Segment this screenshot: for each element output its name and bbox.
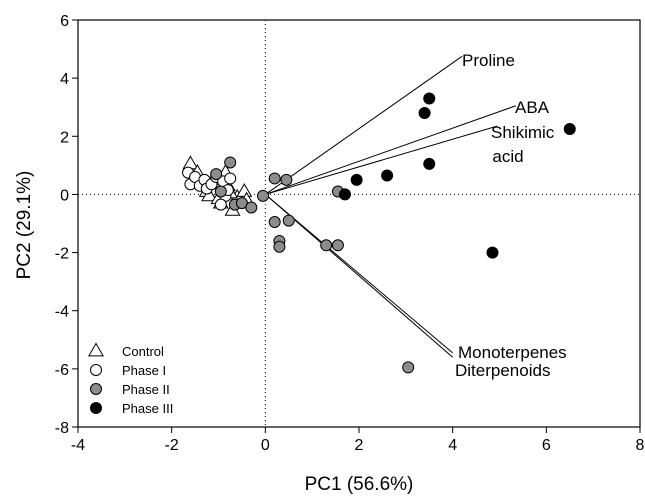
y-tick-label: -6 [55, 362, 69, 379]
point-phase-iii [423, 92, 436, 105]
point-phase-ii [268, 216, 281, 229]
vector-label: Proline [462, 51, 515, 70]
y-tick-label: -8 [55, 420, 69, 437]
point-phase-iii [350, 173, 363, 186]
y-tick-label: 6 [60, 13, 69, 30]
legend-label-phase-i: Phase I [122, 363, 166, 378]
x-tick-label: 4 [448, 437, 457, 454]
loading-vector [265, 194, 453, 358]
vector-labels: Proline ABA Shikimic acid MonoterpenesDiterp… [455, 51, 567, 380]
data-points [182, 92, 576, 374]
point-phase-ii [210, 168, 223, 181]
point-phase-iii [338, 188, 351, 201]
point-phase-ii [320, 239, 333, 252]
axes [72, 19, 641, 433]
y-tick-label: -4 [55, 304, 69, 321]
vector-label: Shikimic [491, 123, 555, 142]
legend-label-phase-ii: Phase II [122, 382, 170, 397]
point-phase-ii [331, 239, 344, 252]
vector-label: acid [492, 147, 523, 166]
point-phase-iii [563, 123, 576, 136]
tick-labels: -4 -2 0 2 4 6 8 -8 -6 -4 -2 0 2 4 6 [55, 13, 645, 454]
loading-vectors [265, 55, 517, 358]
loading-vector [265, 194, 453, 354]
legend-marker-phase-ii [90, 383, 102, 395]
x-axis-title: PC1 (56.6%) [305, 474, 414, 495]
point-phase-ii [224, 156, 237, 169]
point-phase-ii [268, 172, 281, 185]
point-phase-ii [282, 214, 295, 227]
legend-marker-control [88, 342, 104, 357]
legend-label-phase-iii: Phase III [122, 401, 173, 416]
vector-label: Diterpenoids [455, 361, 550, 380]
y-tick-label: 2 [60, 129, 69, 146]
point-phase-iii [418, 107, 431, 120]
point-phase-i [214, 198, 227, 211]
y-tick-label: -2 [55, 246, 69, 263]
x-tick-label: 2 [355, 437, 364, 454]
point-control [236, 183, 253, 197]
y-tick-label: 4 [60, 71, 69, 88]
point-phase-i [224, 172, 237, 185]
loading-vector [265, 105, 517, 195]
point-phase-ii [256, 189, 269, 202]
point-phase-iii [381, 169, 394, 182]
point-phase-ii [245, 201, 258, 214]
legend: Control Phase I Phase II Phase III [88, 342, 173, 416]
x-tick-label: 0 [261, 437, 270, 454]
x-tick-label: -2 [165, 437, 179, 454]
point-control [182, 155, 199, 170]
x-tick-label: 6 [542, 437, 551, 454]
point-phase-ii [273, 240, 286, 253]
vector-label: Monoterpenes [458, 343, 567, 362]
x-tick-label: 8 [636, 437, 645, 454]
legend-marker-phase-i [90, 364, 102, 376]
vector-label: ABA [515, 98, 550, 117]
loading-vector [265, 55, 463, 195]
point-phase-ii [280, 173, 293, 186]
y-tick-label: 0 [60, 187, 69, 204]
loading-vector [265, 125, 498, 195]
x-tick-label: -4 [71, 437, 85, 454]
point-phase-iii [423, 157, 436, 170]
point-phase-ii [214, 185, 227, 198]
point-control [201, 187, 218, 202]
point-phase-ii [402, 361, 415, 374]
point-phase-iii [486, 246, 499, 259]
legend-marker-phase-iii [90, 402, 102, 414]
legend-label-control: Control [122, 344, 164, 359]
y-axis-title: PC2 (29.1%) [14, 171, 35, 280]
